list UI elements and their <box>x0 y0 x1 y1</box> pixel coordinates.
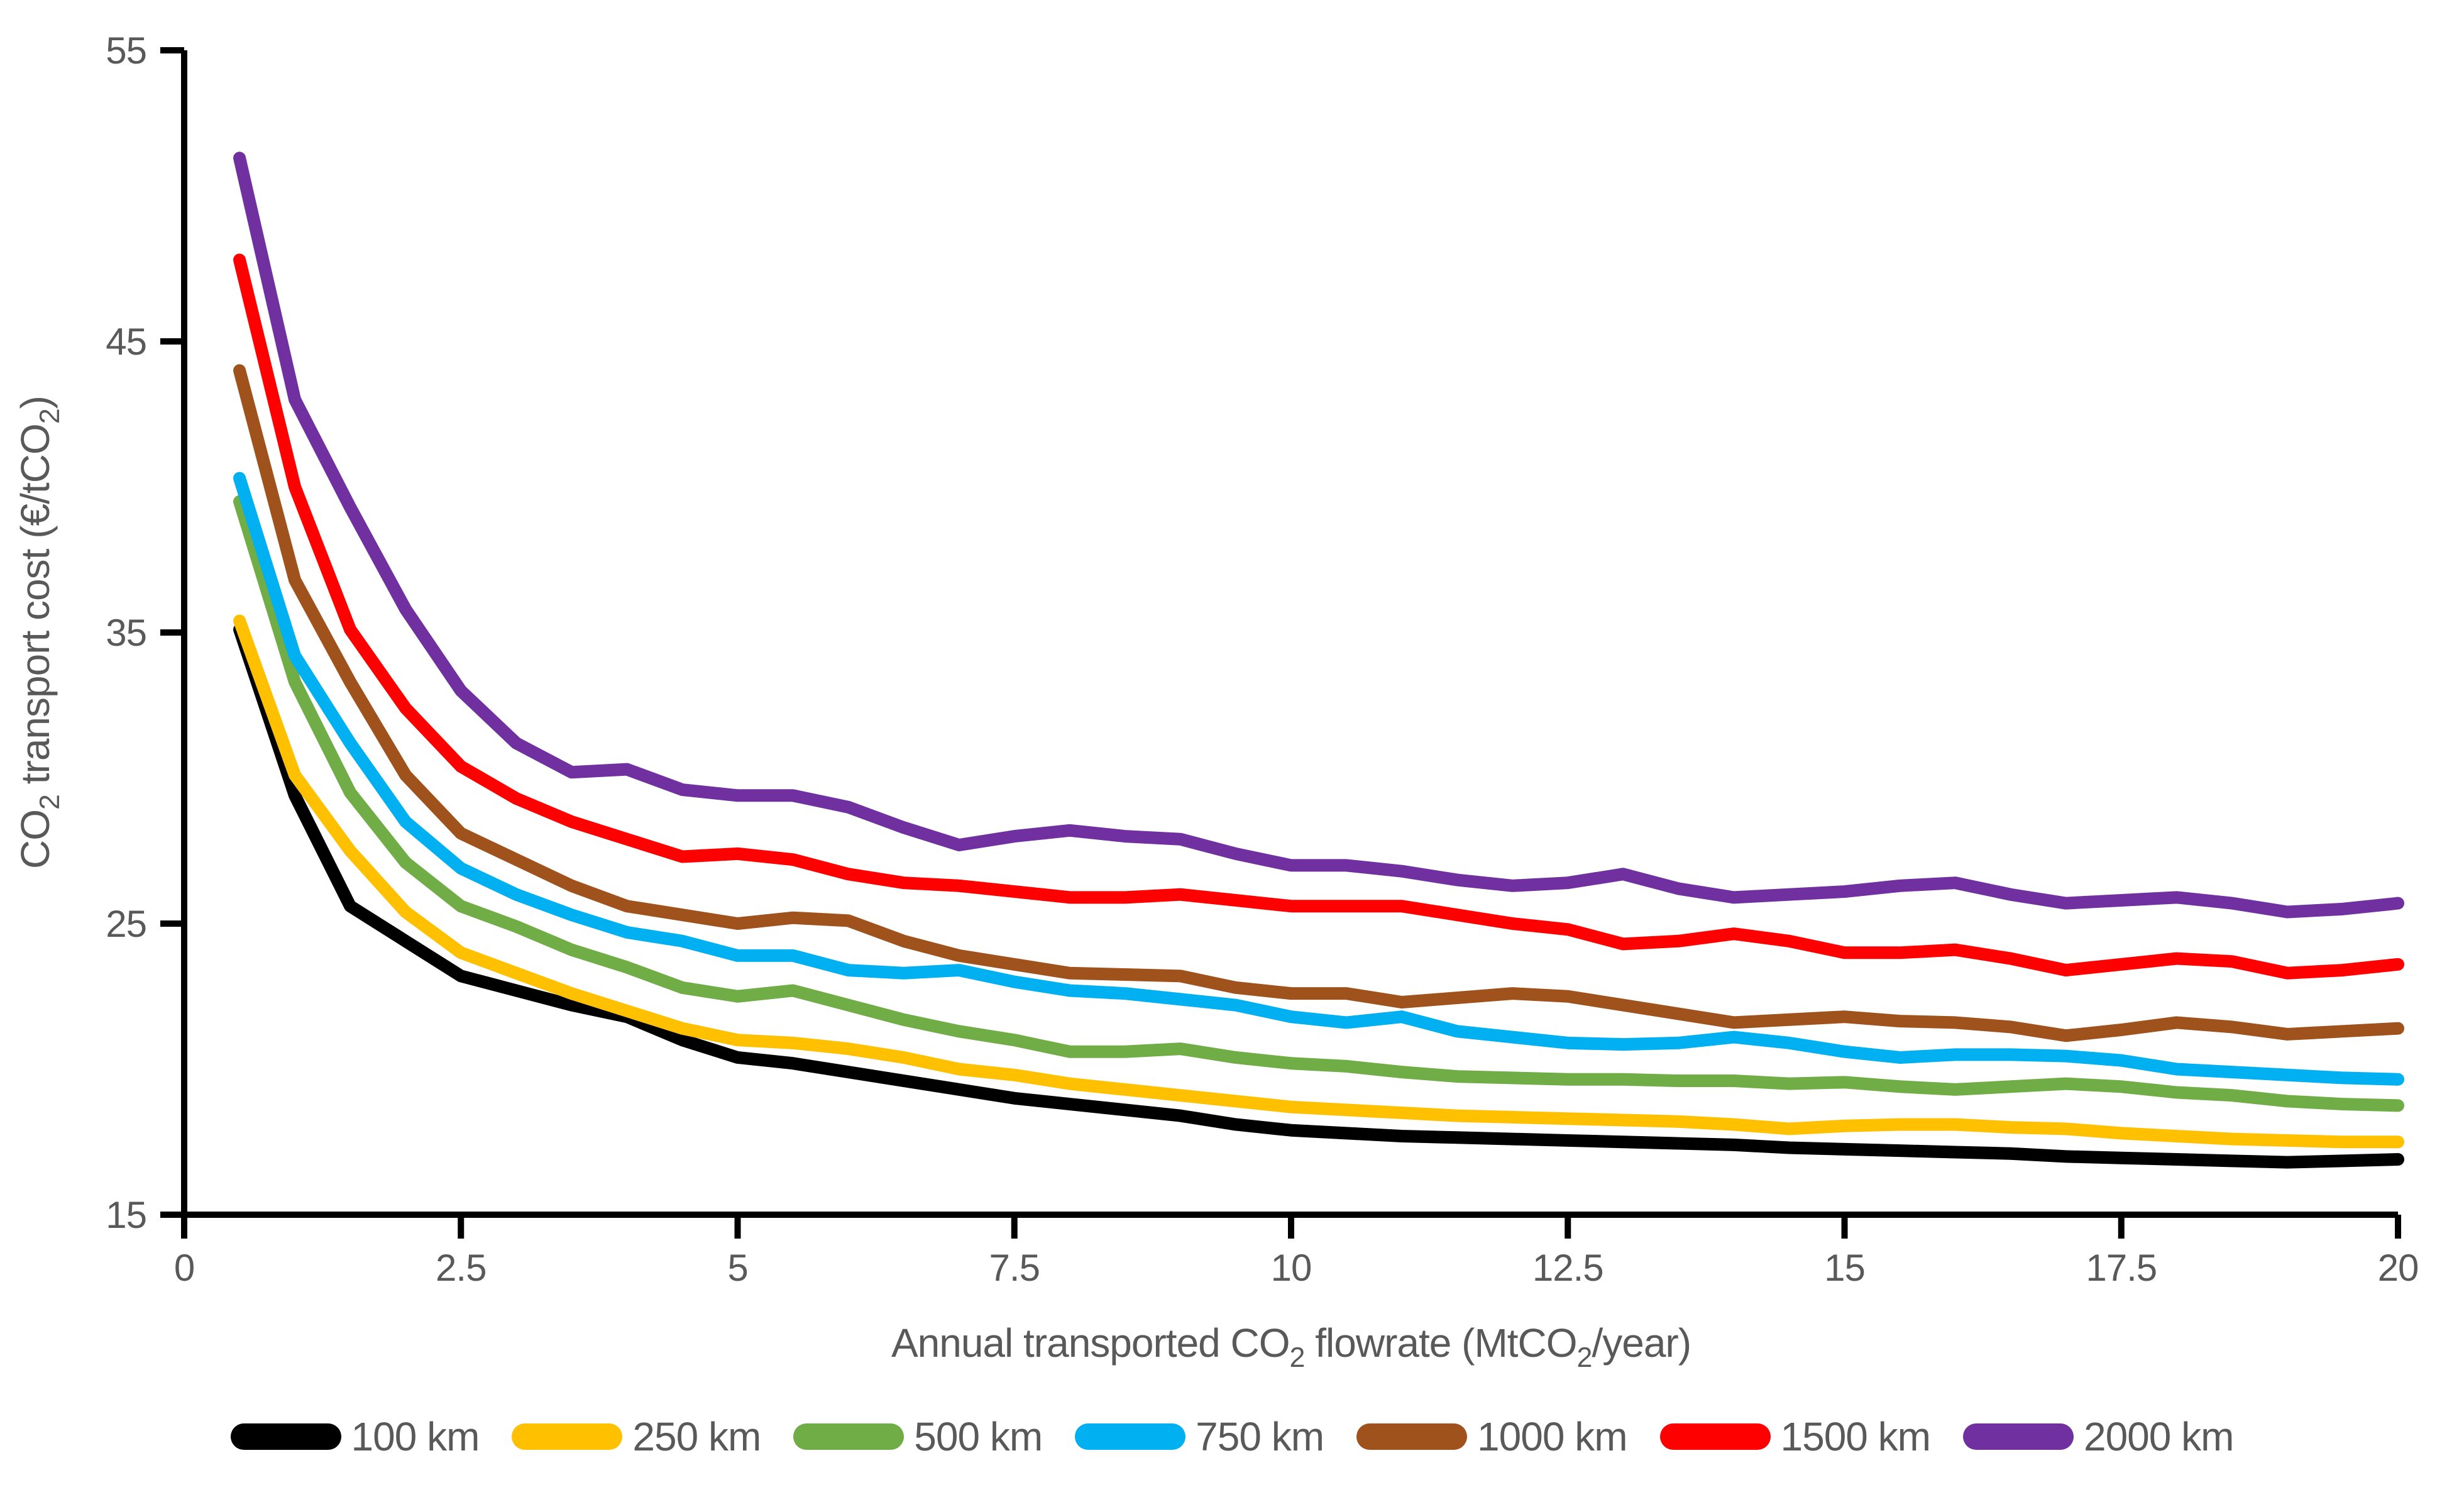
legend-swatch-500km <box>793 1423 905 1450</box>
legend-swatch-1500km <box>1659 1423 1771 1450</box>
legend-label: 100 km <box>351 1414 480 1459</box>
legend-label: 500 km <box>914 1414 1043 1459</box>
axis-title-text: CO <box>13 810 58 869</box>
legend-label: 1500 km <box>1780 1414 1931 1459</box>
legend-label: 1000 km <box>1477 1414 1627 1459</box>
axis-title-text: 2 <box>34 409 65 424</box>
series-line-2000km <box>233 152 2404 919</box>
axis-title-text: 2 <box>34 795 65 810</box>
legend-item-1500km: 1500 km <box>1659 1413 1931 1460</box>
legend-swatch-1000km <box>1356 1423 1468 1450</box>
legend-swatch-750km <box>1075 1423 1186 1450</box>
axis-title-text: ) <box>13 396 58 409</box>
axis-title-text: transport cost (€/tCO <box>13 424 58 795</box>
x-tick-label: 2.5 <box>436 1247 486 1289</box>
axis-title-text: 2 <box>1577 1342 1592 1373</box>
legend-item-250km: 250 km <box>512 1413 761 1460</box>
x-tick-label: 0 <box>174 1247 194 1289</box>
series-line-1500km <box>233 253 2404 980</box>
y-tick-label: 55 <box>106 30 146 72</box>
axis-title-text: /year) <box>1592 1320 1691 1366</box>
legend-swatch-250km <box>512 1423 623 1450</box>
axis-title-text: 2 <box>1290 1342 1305 1373</box>
legend-label: 2000 km <box>2083 1414 2234 1459</box>
y-tick-label: 15 <box>106 1194 146 1236</box>
axis-title-text: flowrate (MtCO <box>1304 1320 1576 1366</box>
legend-label: 250 km <box>632 1414 761 1459</box>
series-line-500km <box>233 495 2404 1112</box>
series-line-250km <box>233 614 2404 1149</box>
legend-item-100km: 100 km <box>230 1413 480 1460</box>
x-tick-label: 20 <box>2378 1247 2419 1289</box>
x-tick-label: 10 <box>1271 1247 1312 1289</box>
y-axis-title: CO2 transport cost (€/tCO2) <box>13 396 65 869</box>
y-tick-label: 45 <box>106 321 146 363</box>
x-tick-label: 15 <box>1824 1247 1865 1289</box>
legend-swatch-2000km <box>1962 1423 2074 1450</box>
legend-swatch-100km <box>230 1423 341 1450</box>
series-line-1000km <box>233 364 2404 1042</box>
axis-title-text: Annual transported CO <box>891 1320 1290 1366</box>
x-tick-label: 17.5 <box>2086 1247 2157 1289</box>
legend-label: 750 km <box>1196 1414 1324 1459</box>
legend: 100 km 250 km 500 km 750 km 1000 km 1500 km 20… <box>0 1413 2464 1460</box>
x-axis-title: Annual transported CO2 flowrate (MtCO2/y… <box>891 1320 1691 1373</box>
x-tick-label: 7.5 <box>989 1247 1040 1289</box>
y-tick-label: 25 <box>106 903 146 945</box>
legend-item-500km: 500 km <box>793 1413 1043 1460</box>
x-tick-label: 5 <box>727 1247 747 1289</box>
legend-item-750km: 750 km <box>1075 1413 1324 1460</box>
y-tick-label: 35 <box>106 612 146 654</box>
series-line-100km <box>233 623 2404 1169</box>
legend-item-1000km: 1000 km <box>1356 1413 1628 1460</box>
x-tick-label: 12.5 <box>1532 1247 1603 1289</box>
legend-item-2000km: 2000 km <box>1962 1413 2234 1460</box>
series-line-750km <box>233 472 2404 1086</box>
